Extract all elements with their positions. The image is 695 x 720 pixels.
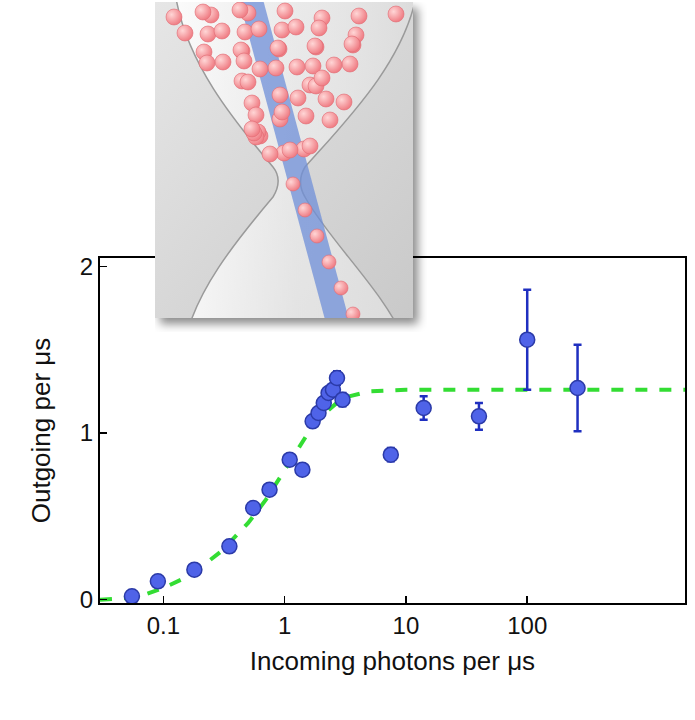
svg-text:10: 10 [393,612,420,639]
svg-text:0.1: 0.1 [147,612,180,639]
svg-text:1: 1 [80,419,93,446]
svg-text:1: 1 [278,612,291,639]
svg-text:Incoming photons per μs: Incoming photons per μs [250,646,535,676]
svg-text:100: 100 [507,612,547,639]
svg-text:0: 0 [80,586,93,613]
svg-text:Outgoing per μs: Outgoing per μs [26,338,56,524]
svg-text:2: 2 [80,253,93,280]
